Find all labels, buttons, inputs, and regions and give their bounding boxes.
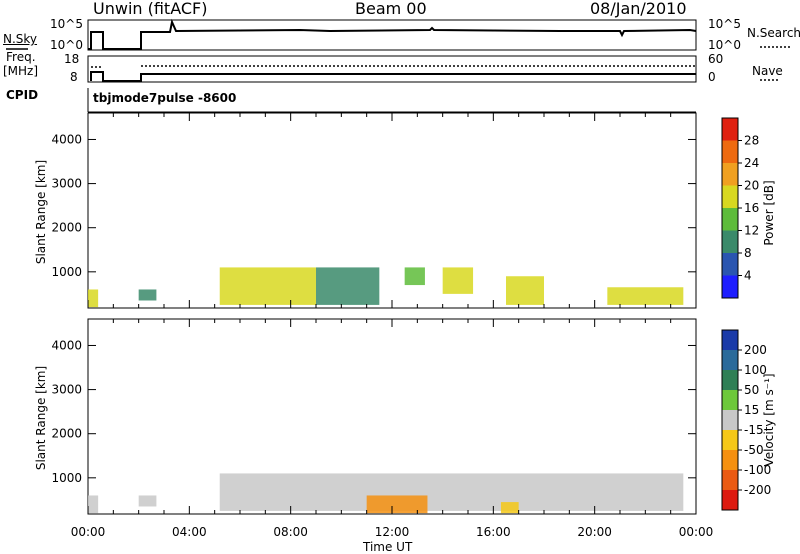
x-tick-label: 08:00: [273, 525, 308, 539]
cpid-value: tbjmode7pulse -8600: [93, 91, 237, 105]
velocity-ytick-label: 3000: [51, 383, 82, 397]
velocity-colorbar-tick-label: -50: [744, 443, 764, 457]
power-echo-region: [506, 276, 544, 305]
power-echo-region: [138, 289, 157, 301]
velocity-colorbar-tick-label: -100: [744, 463, 771, 477]
nsky-label: N.Sky: [3, 32, 38, 46]
power-panel: 1000 2000 3000 4000: [51, 112, 697, 309]
velocity-colorbar-frame: [721, 329, 739, 511]
power-colorbar-segment: [722, 140, 738, 163]
nsky-trace: [88, 18, 697, 50]
velocity-colorbar-tick-label: 15: [744, 403, 759, 417]
power-colorbar-tick-label: 24: [744, 156, 759, 170]
velocity-ytick-label: 2000: [51, 427, 82, 441]
velocity-colorbar-segment: [722, 410, 738, 430]
power-echo-region: [316, 267, 380, 305]
power-ytick-label: 4000: [51, 132, 82, 146]
velocity-colorbar-segment: [722, 430, 738, 450]
freq-tick-bottom: 8: [70, 70, 78, 84]
nsearch-tick-top: 10^5: [708, 17, 741, 31]
velocity-colorbar-tick-label: -200: [744, 483, 771, 497]
power-colorbar-segment: [722, 230, 738, 253]
x-tick-label: 04:00: [172, 525, 207, 539]
velocity-colorbar-segment: [722, 470, 738, 490]
power-echo-region: [88, 289, 99, 308]
power-colorbar-tick-label: 12: [744, 224, 759, 238]
freq-panel: [87, 55, 780, 83]
nsky-tick-top: 10^5: [50, 17, 83, 31]
velocity-echo-region: [219, 473, 684, 511]
velocity-y-ticks: 1000 2000 3000 4000: [51, 319, 697, 514]
power-echo-region: [442, 267, 474, 294]
velocity-ylabel: Slant Range [km]: [34, 365, 48, 471]
station-title: Unwin (fitACF): [93, 0, 208, 18]
velocity-colorbar-tick-label: 200: [744, 343, 767, 357]
power-ylabel: Slant Range [km]: [34, 159, 48, 265]
power-echo-region: [219, 267, 316, 305]
velocity-colorbar-segment: [722, 390, 738, 410]
power-ytick-label: 3000: [51, 177, 82, 191]
x-tick-label: 20:00: [577, 525, 612, 539]
power-colorbar-label: Power [dB]: [762, 180, 776, 246]
velocity-ytick-label: 1000: [51, 471, 82, 485]
nsearch-label: N.Search: [747, 26, 800, 40]
power-y-ticks: 1000 2000 3000 4000: [51, 113, 697, 308]
velocity-colorbar: 200 100 50 15 -15 -50 -100 -200: [721, 329, 771, 511]
freq-trace: [90, 71, 696, 82]
velocity-colorbar-segment: [722, 330, 738, 350]
date-title: 08/Jan/2010: [590, 0, 687, 18]
power-ytick-label: 2000: [51, 221, 82, 235]
power-colorbar-segment: [722, 163, 738, 186]
power-colorbar-tick-label: 8: [744, 246, 752, 260]
velocity-colorbar-tick-label: -15: [744, 423, 764, 437]
power-echo-region: [607, 287, 684, 305]
power-echo-region: [404, 267, 425, 286]
x-axis-label: Time UT: [363, 540, 413, 554]
velocity-echo-region: [138, 495, 157, 507]
power-colorbar-tick-label: 16: [744, 201, 759, 215]
x-axis-ticks: 00:00 04:00 08:00 12:00 16:00 20:00 00:00: [71, 525, 714, 539]
power-colorbar-tick-label: 4: [744, 269, 752, 283]
power-colorbar-segment: [722, 185, 738, 208]
power-colorbar-segment: [722, 275, 738, 298]
power-colorbar-tick-label: 20: [744, 179, 759, 193]
nave-label: Nave: [752, 64, 783, 78]
power-colorbar-segment: [722, 118, 738, 141]
cpid-label: CPID: [6, 88, 39, 102]
power-colorbar-segment: [722, 253, 738, 276]
velocity-colorbar-label: Velocity [m s⁻¹]: [762, 373, 776, 467]
nsky-panel: [6, 18, 792, 51]
velocity-ytick-label: 4000: [51, 338, 82, 352]
cpid-panel: [87, 88, 696, 113]
freq-unit: [MHz]: [3, 64, 39, 78]
power-colorbar: 4 8 12 16 20 24 28: [721, 117, 759, 299]
velocity-colorbar-segment: [722, 450, 738, 470]
velocity-echo-region: [88, 495, 99, 514]
power-echoes: [88, 267, 684, 308]
velocity-colorbar-segment: [722, 370, 738, 390]
x-tick-label: 16:00: [476, 525, 511, 539]
power-colorbar-segment: [722, 208, 738, 231]
velocity-echo-region: [366, 495, 428, 514]
nave-tick-top: 60: [708, 52, 724, 66]
power-ytick-label: 1000: [51, 265, 82, 279]
velocity-colorbar-segment: [722, 490, 738, 510]
x-tick-label: 00:00: [679, 525, 714, 539]
freq-tick-top: 18: [64, 52, 80, 66]
velocity-echo-region: [500, 502, 519, 514]
velocity-colorbar-tick-label: 50: [744, 383, 759, 397]
beam-title: Beam 00: [355, 0, 427, 18]
x-tick-label: 00:00: [71, 525, 106, 539]
velocity-panel: 1000 2000 3000 4000: [51, 318, 697, 515]
nsky-tick-bottom: 10^0: [50, 38, 83, 52]
velocity-echoes: [88, 473, 684, 514]
nsearch-tick-bottom: 10^0: [708, 38, 741, 52]
velocity-colorbar-tick-label: 100: [744, 363, 767, 377]
freq-label: Freq.: [6, 50, 36, 64]
x-tick-label: 12:00: [375, 525, 410, 539]
nave-tick-bottom: 0: [708, 70, 716, 84]
velocity-colorbar-segment: [722, 350, 738, 370]
power-colorbar-tick-label: 28: [744, 134, 759, 148]
